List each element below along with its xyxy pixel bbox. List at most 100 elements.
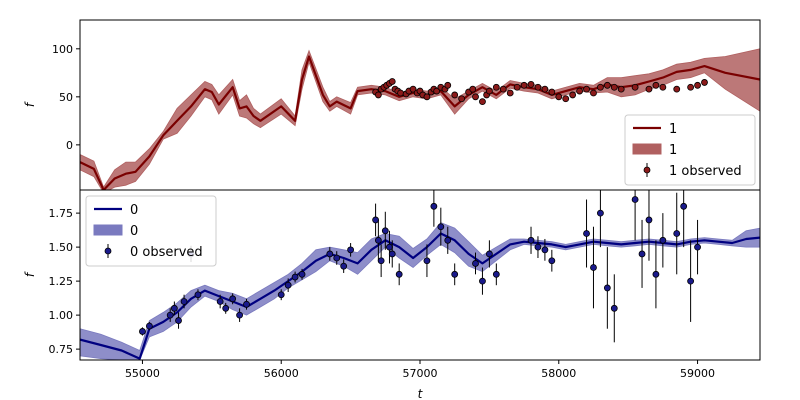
data-point	[527, 236, 535, 244]
legend-label: 0	[130, 203, 138, 218]
data-point	[548, 88, 556, 96]
data-point	[562, 95, 570, 103]
data-point	[194, 291, 202, 299]
data-point	[527, 80, 535, 88]
data-point	[458, 95, 466, 103]
data-point	[492, 83, 500, 91]
data-point	[423, 93, 431, 101]
data-point	[139, 328, 146, 335]
data-point	[617, 85, 625, 93]
data-point	[590, 264, 597, 271]
data-point	[631, 196, 639, 203]
data-point	[694, 243, 701, 251]
data-point	[469, 85, 477, 93]
legend: 0 0 0 observed	[85, 195, 217, 267]
legend-label: 1 observed	[669, 164, 742, 179]
data-point	[555, 93, 563, 101]
data-point	[145, 322, 153, 330]
legend-box	[624, 114, 756, 186]
data-point	[229, 295, 237, 303]
data-point	[541, 85, 549, 93]
y-tick-label: 1.50	[49, 241, 74, 254]
data-point	[372, 216, 379, 224]
data-point	[576, 87, 583, 95]
y-tick-label: 1.25	[49, 275, 74, 288]
y-axis-label: f	[23, 271, 37, 277]
legend: 1 1 1 observed	[624, 114, 756, 186]
data-point	[673, 85, 681, 93]
data-point	[541, 246, 549, 254]
legend-label: 1	[669, 143, 677, 158]
y-tick-label: 50	[59, 91, 73, 104]
data-point	[340, 262, 348, 270]
data-point	[687, 83, 695, 91]
y-tick-label: 100	[52, 43, 73, 56]
legend-marker-swatch	[104, 247, 112, 255]
data-point	[590, 89, 597, 97]
data-point	[347, 246, 355, 254]
data-point	[673, 230, 681, 237]
data-point	[216, 298, 224, 305]
data-point	[180, 298, 188, 305]
data-point	[291, 273, 299, 281]
data-point	[499, 85, 507, 93]
data-point	[610, 83, 618, 91]
y-tick-label: 1.75	[49, 207, 74, 220]
data-point	[583, 85, 590, 93]
data-point	[433, 87, 441, 95]
data-point	[603, 81, 611, 89]
data-point	[423, 257, 431, 265]
legend-label: 1	[669, 122, 677, 137]
data-point	[451, 270, 459, 278]
data-point	[506, 89, 514, 97]
data-point	[659, 236, 667, 244]
data-point	[166, 311, 174, 319]
data-point	[485, 250, 493, 258]
data-point	[603, 284, 611, 292]
y-tick-label: 1.00	[49, 309, 74, 322]
x-tick-label: 57000	[403, 367, 438, 380]
data-point	[472, 260, 479, 267]
data-point	[377, 257, 385, 265]
data-point	[243, 300, 250, 308]
y-tick-label: 0.75	[49, 343, 74, 356]
data-point	[597, 209, 604, 217]
data-point	[479, 98, 486, 106]
data-point	[548, 257, 556, 265]
data-point	[326, 250, 334, 258]
data-point	[652, 270, 660, 278]
data-point	[610, 304, 618, 312]
data-point	[659, 83, 667, 91]
legend-label: 0	[130, 224, 138, 239]
data-point	[430, 202, 438, 210]
data-point	[569, 91, 577, 99]
data-point	[444, 81, 452, 89]
data-point	[645, 216, 653, 224]
data-point	[680, 202, 688, 210]
data-point	[701, 79, 708, 86]
x-tick-label: 58000	[541, 367, 576, 380]
x-tick-label: 59000	[680, 367, 715, 380]
data-point	[298, 270, 306, 278]
data-point	[451, 91, 459, 99]
data-point	[687, 277, 695, 285]
x-axis-label: t	[418, 387, 424, 400]
data-point	[277, 291, 285, 299]
data-point	[534, 83, 542, 91]
data-point	[479, 277, 486, 285]
data-point	[388, 250, 396, 258]
data-point	[437, 223, 445, 231]
data-point	[597, 83, 604, 91]
data-point	[472, 93, 479, 101]
data-point	[583, 230, 590, 237]
data-point	[652, 81, 660, 89]
uncertainty-band	[80, 48, 760, 190]
data-point	[222, 304, 230, 312]
data-point	[694, 81, 701, 89]
data-point	[333, 254, 341, 262]
data-point	[513, 83, 521, 91]
data-point	[395, 270, 403, 278]
data-point	[386, 243, 393, 251]
data-point	[409, 85, 417, 93]
